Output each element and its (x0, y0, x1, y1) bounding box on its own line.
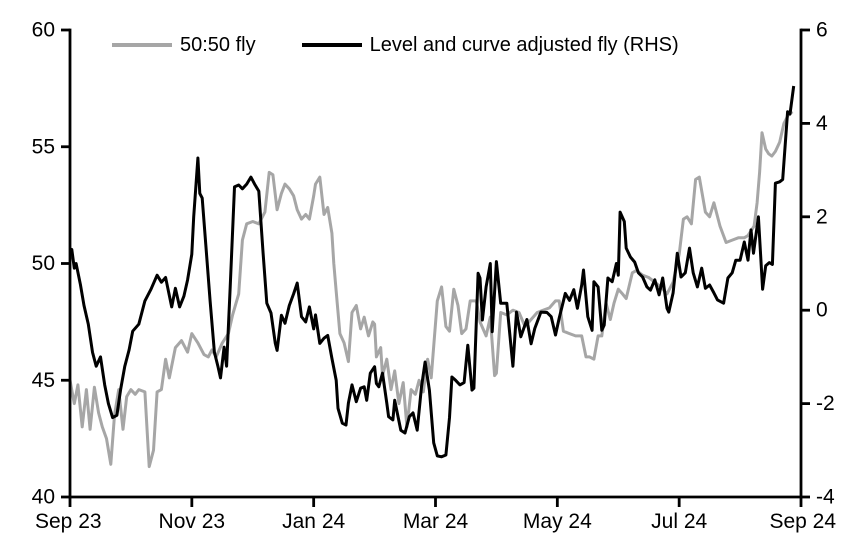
gray-line-sample (112, 43, 172, 47)
left-axis-tick-label: 60 (32, 19, 55, 42)
right-axis-tick-label: -4 (816, 486, 835, 509)
chart-legend: 50:50 fly Level and curve adjusted fly (… (112, 35, 679, 55)
legend-label-adjusted-fly: Level and curve adjusted fly (RHS) (369, 34, 679, 56)
left-axis-tick-label: 45 (32, 369, 55, 392)
left-axis-tick-label: 55 (32, 135, 55, 158)
x-axis-tick-label: Jul 24 (651, 510, 707, 533)
x-axis-tick-label: Jan 24 (282, 510, 345, 533)
legend-label-5050-fly: 50:50 fly (180, 34, 256, 56)
right-axis-tick-label: -2 (816, 392, 835, 415)
x-axis-tick-label: Mar 24 (403, 510, 469, 533)
x-axis-tick-label: Sep 24 (769, 510, 836, 533)
x-axis-tick-label: Nov 23 (159, 510, 226, 533)
series-line-adjusted-fly (68, 85, 796, 459)
black-line-sample (301, 43, 362, 47)
left-axis-tick-label: 50 (32, 252, 55, 275)
right-axis-tick-label: 6 (816, 19, 828, 42)
legend-item-adjusted-fly: Level and curve adjusted fly (RHS) (301, 34, 679, 56)
legend-item-5050-fly: 50:50 fly (112, 35, 256, 55)
right-axis-tick-label: 4 (816, 112, 828, 135)
left-axis-tick-label: 40 (32, 486, 55, 509)
right-axis-tick-label: 0 (816, 299, 828, 322)
right-axis-tick-label: 2 (816, 205, 828, 228)
x-axis-tick-label: Sep 23 (35, 510, 102, 533)
x-axis-tick-label: May 24 (523, 510, 592, 533)
